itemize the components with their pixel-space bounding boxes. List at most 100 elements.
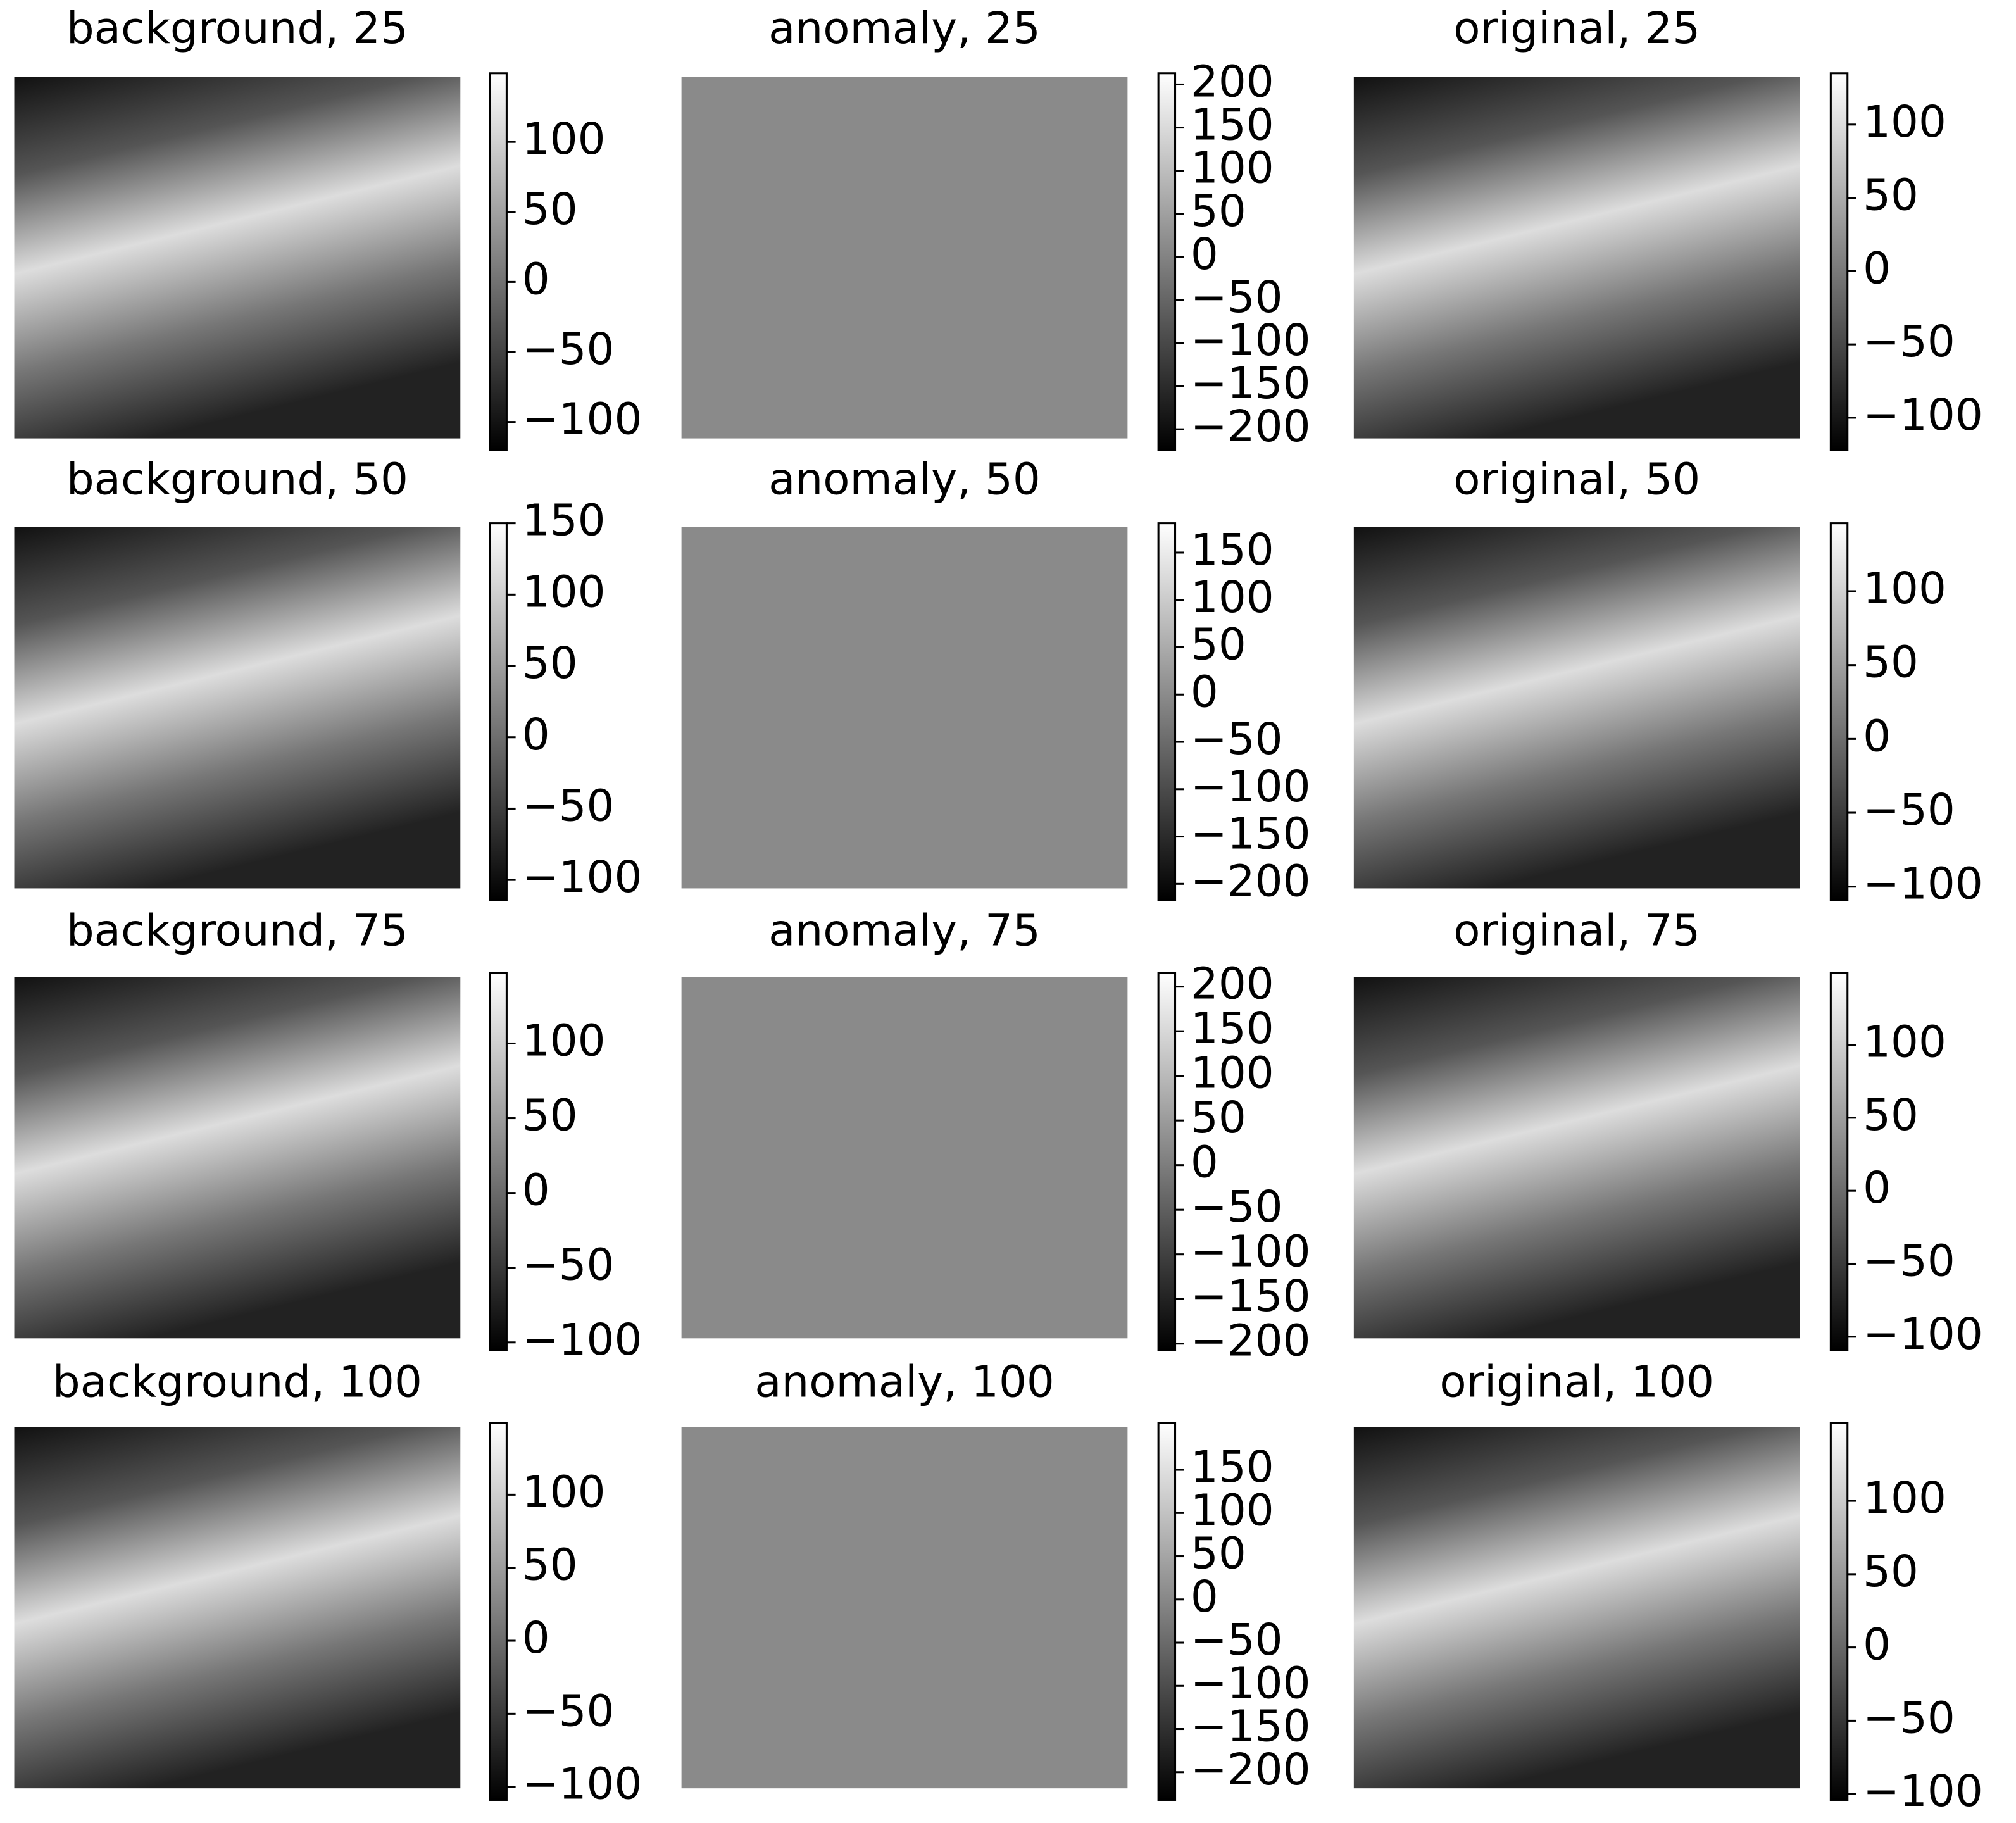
colorbar-tick-label: −100 [1191, 1227, 1311, 1277]
colorbar [1158, 973, 1175, 1350]
panel-title: anomaly, 50 [768, 454, 1041, 505]
colorbar-tick-label: −100 [522, 1315, 642, 1365]
colorbar-tick-label: 100 [1863, 1473, 1946, 1524]
panel-title: anomaly, 100 [754, 1356, 1055, 1407]
colorbar-tick-label: 50 [1863, 1546, 1919, 1597]
image [682, 1427, 1128, 1788]
colorbar-tick-label: −50 [522, 1240, 615, 1291]
colorbar-tick-label: −50 [1191, 272, 1283, 323]
colorbar-tick-label: −50 [1863, 316, 1955, 367]
colorbar-tick-label: −100 [522, 852, 642, 903]
colorbar [490, 73, 506, 450]
colorbar-tick-label: −50 [1191, 714, 1283, 765]
colorbar-tick-label: 50 [1863, 170, 1919, 221]
colorbar-tick-label: −50 [522, 1686, 615, 1736]
colorbar-tick-label: −150 [1191, 1701, 1311, 1752]
image [15, 977, 461, 1339]
image [1354, 77, 1800, 439]
colorbar-tick-label: −150 [1191, 358, 1311, 409]
colorbar-tick-label: 0 [1191, 229, 1218, 280]
colorbar-tick-label: 0 [1863, 243, 1891, 294]
panel-title: background, 50 [66, 454, 408, 505]
image [682, 77, 1128, 439]
colorbar-tick-label: −200 [1191, 856, 1311, 906]
colorbar-tick-label: −100 [1863, 859, 1983, 910]
colorbar-tick-label: 100 [1863, 1017, 1946, 1068]
colorbar-tick-label: 100 [1863, 563, 1946, 614]
colorbar-tick-label: −50 [522, 324, 615, 375]
colorbar [1158, 523, 1175, 900]
colorbar-tick-label: −100 [522, 394, 642, 445]
colorbar-tick-label: 100 [522, 1467, 606, 1517]
colorbar [1158, 73, 1175, 450]
colorbar-tick-label: 100 [1191, 1048, 1274, 1099]
colorbar-tick-label: 0 [1863, 1620, 1891, 1670]
panel-title: original, 50 [1453, 454, 1700, 505]
image [1354, 527, 1800, 889]
colorbar [1831, 1423, 1847, 1800]
panel-title: anomaly, 75 [768, 906, 1041, 956]
image [1354, 977, 1800, 1339]
panel-title: original, 100 [1439, 1356, 1714, 1407]
image [682, 527, 1128, 889]
colorbar-tick-label: 100 [522, 1016, 606, 1067]
colorbar-tick-label: −100 [1191, 761, 1311, 812]
colorbar-tick-label: 50 [1191, 1529, 1246, 1579]
colorbar-tick-label: −100 [522, 1759, 642, 1810]
colorbar-tick-label: 100 [1191, 572, 1274, 623]
colorbar-tick-label: 0 [1863, 711, 1891, 761]
colorbar-tick-label: −200 [1191, 401, 1311, 452]
colorbar-tick-label: −50 [522, 780, 615, 831]
colorbar [1831, 973, 1847, 1350]
colorbar-tick-label: 50 [522, 1540, 578, 1591]
colorbar-tick-label: 50 [1191, 186, 1246, 237]
colorbar [1158, 1423, 1175, 1800]
image [682, 977, 1128, 1339]
colorbar-tick-label: 0 [522, 1165, 550, 1216]
colorbar-tick-label: 50 [522, 1091, 578, 1141]
colorbar-tick-label: 0 [522, 254, 550, 304]
panel-title: background, 75 [66, 906, 408, 956]
colorbar-tick-label: 100 [1191, 143, 1274, 194]
colorbar-tick-label: 150 [1191, 1442, 1274, 1493]
colorbar [490, 973, 506, 1350]
image [15, 527, 461, 889]
colorbar-tick-label: 50 [1191, 620, 1246, 670]
colorbar-tick-label: 0 [1191, 667, 1218, 717]
colorbar-tick-label: 100 [522, 567, 606, 617]
colorbar [490, 523, 506, 900]
colorbar-tick-label: −50 [1191, 1615, 1283, 1665]
colorbar-tick-label: −200 [1191, 1745, 1311, 1795]
colorbar-tick-label: 150 [1191, 525, 1274, 575]
colorbar-tick-label: −50 [1863, 1236, 1955, 1287]
colorbar-tick-label: −150 [1191, 809, 1311, 860]
colorbar-tick-label: 50 [1863, 1090, 1919, 1141]
colorbar-tick-label: −50 [1863, 785, 1955, 836]
figure: background, 25−100−50050100anomaly, 25−2… [0, 0, 2016, 1823]
colorbar-tick-label: 50 [1863, 637, 1919, 688]
colorbar-tick-label: −50 [1191, 1182, 1283, 1232]
colorbar [1831, 523, 1847, 900]
colorbar-tick-label: 200 [1191, 57, 1274, 108]
colorbar-tick-label: −200 [1191, 1316, 1311, 1367]
colorbar-tick-label: 150 [522, 496, 606, 546]
colorbar-tick-label: −100 [1191, 315, 1311, 366]
colorbar-tick-label: 0 [1191, 1137, 1218, 1188]
colorbar-tick-label: −100 [1863, 390, 1983, 441]
image [15, 77, 461, 439]
panel-title: original, 75 [1453, 906, 1700, 956]
image [1354, 1427, 1800, 1788]
image [15, 1427, 461, 1788]
colorbar-tick-label: 100 [1863, 97, 1946, 147]
colorbar-tick-label: −100 [1191, 1658, 1311, 1708]
colorbar-tick-label: 0 [1863, 1163, 1891, 1213]
colorbar-tick-label: 50 [1191, 1093, 1246, 1143]
colorbar-tick-label: 100 [522, 114, 606, 165]
colorbar-tick-label: 0 [1191, 1572, 1218, 1622]
colorbar-tick-label: 100 [1191, 1485, 1274, 1536]
colorbar-tick-label: 150 [1191, 1003, 1274, 1054]
colorbar-tick-label: −100 [1863, 1766, 1983, 1817]
colorbar-tick-label: 50 [522, 184, 578, 235]
colorbar-tick-label: −100 [1863, 1309, 1983, 1360]
colorbar-tick-label: 150 [1191, 100, 1274, 151]
